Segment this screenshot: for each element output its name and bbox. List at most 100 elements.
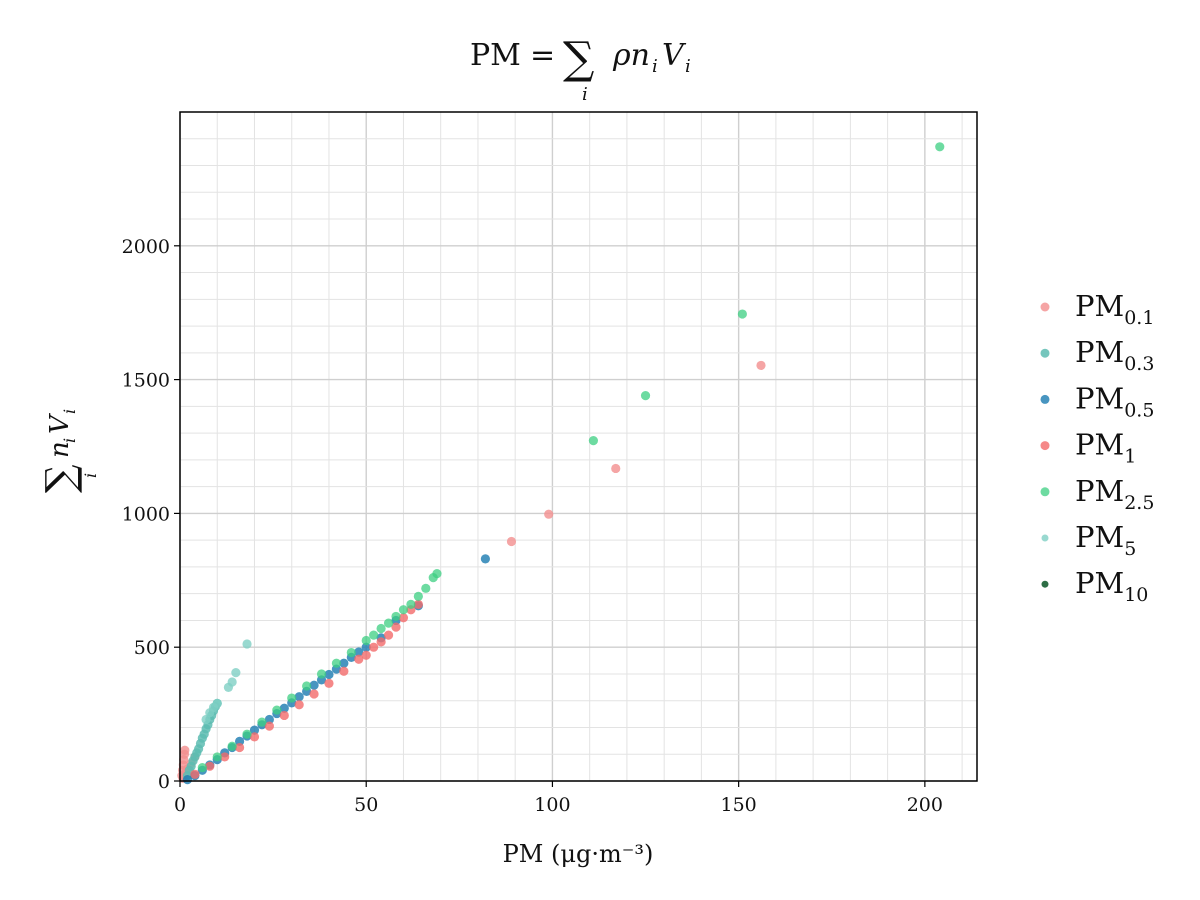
y-tick-label: 0 — [158, 771, 170, 793]
y-axis-label: ∑ i n i V i — [38, 409, 100, 493]
title-term-sub: i — [652, 56, 658, 77]
data-point — [737, 309, 747, 319]
title-var-sub: i — [685, 56, 691, 77]
title-var: V — [662, 38, 687, 73]
title-equals: = — [530, 38, 555, 73]
data-point — [234, 742, 245, 753]
data-point — [242, 729, 252, 739]
legend-item: PM2.5 — [1040, 474, 1154, 514]
legend-item: PM0.5 — [1040, 381, 1154, 421]
legend-label: PM0.5 — [1075, 381, 1154, 421]
data-point — [205, 761, 215, 771]
series-PM2.5 — [197, 142, 945, 773]
data-point — [361, 635, 371, 646]
data-point — [279, 710, 289, 721]
data-point — [376, 623, 386, 634]
ylabel-var-sub: i — [60, 409, 79, 414]
legend-label: PM0.1 — [1075, 289, 1154, 329]
legend-marker — [1040, 441, 1050, 451]
y-tick-label: 500 — [134, 637, 170, 659]
data-points — [177, 142, 945, 785]
data-point — [264, 714, 274, 725]
data-point — [391, 622, 401, 632]
data-point — [242, 639, 252, 649]
ylabel-sum-sign: ∑ — [38, 464, 84, 493]
title-sum-sign: ∑ — [563, 33, 594, 84]
data-point — [279, 703, 289, 713]
ylabel-var: V — [45, 413, 75, 434]
data-point — [324, 669, 334, 680]
data-point — [287, 693, 297, 703]
data-point — [182, 775, 193, 785]
data-point — [227, 677, 237, 687]
data-point — [190, 769, 200, 779]
data-point — [249, 732, 260, 742]
y-tick-label: 1500 — [122, 370, 170, 392]
title-lhs: PM — [470, 38, 521, 73]
data-point — [309, 680, 319, 690]
data-point — [756, 360, 766, 371]
legend-label: PM5 — [1075, 520, 1136, 560]
data-point — [413, 591, 423, 601]
data-point — [935, 142, 945, 152]
data-point — [480, 554, 490, 564]
data-point — [294, 700, 304, 710]
x-tick-label: 0 — [174, 794, 186, 816]
data-point — [354, 647, 364, 657]
data-point — [354, 654, 364, 664]
plot-frame — [179, 111, 978, 782]
data-point — [398, 605, 409, 615]
legend-marker — [1040, 302, 1050, 312]
y-axis: 0 500 1000 1500 2000 — [122, 236, 180, 793]
data-point — [201, 714, 211, 725]
legend-item: PM0.1 — [1040, 289, 1154, 329]
x-axis-label: PM (μg·m⁻³) — [503, 840, 654, 868]
legend-label: PM10 — [1075, 566, 1148, 606]
data-point — [544, 509, 554, 519]
y-tick-label: 2000 — [122, 236, 170, 258]
legend-marker — [1041, 534, 1049, 542]
data-point — [369, 642, 379, 652]
data-point — [294, 692, 304, 702]
data-point — [227, 741, 237, 751]
data-point — [264, 721, 274, 731]
x-axis: 0 50 100 150 200 — [174, 781, 943, 816]
data-point — [506, 536, 517, 547]
title-term: ρn — [612, 38, 650, 73]
x-tick-label: 100 — [534, 794, 570, 816]
legend-marker — [1040, 394, 1050, 404]
data-point — [391, 611, 401, 622]
data-point — [346, 647, 356, 658]
data-point — [383, 618, 394, 628]
data-point — [383, 630, 394, 640]
data-point — [257, 717, 267, 727]
x-tick-label: 150 — [721, 794, 757, 816]
legend-item: PM0.3 — [1040, 335, 1154, 375]
data-point — [413, 599, 423, 609]
data-point — [309, 689, 319, 699]
data-point — [249, 725, 260, 735]
ylabel-term: n — [45, 441, 75, 458]
data-point — [432, 569, 442, 579]
data-point — [339, 666, 349, 676]
data-point — [316, 669, 327, 679]
data-point — [406, 599, 416, 609]
series-PM0.5 — [182, 554, 490, 785]
legend-label: PM1 — [1075, 428, 1136, 468]
data-point — [611, 463, 621, 474]
legend-marker — [1040, 348, 1050, 358]
legend-marker — [1040, 487, 1050, 497]
legend: PM0.1 PM0.3 PM0.5 PM1 PM2.5 PM5 PM10 — [1040, 289, 1154, 606]
y-tick-label: 1000 — [122, 503, 170, 525]
data-point — [339, 658, 349, 668]
legend-item: PM1 — [1040, 428, 1136, 468]
data-point — [272, 705, 282, 715]
data-point — [361, 650, 371, 660]
series-PM5 — [201, 639, 252, 725]
data-point — [369, 630, 379, 640]
x-tick-label: 200 — [907, 794, 943, 816]
chart-title: PM = ∑ i ρn i V i — [470, 33, 691, 105]
data-point — [212, 752, 222, 762]
ylabel-term-sub: i — [60, 438, 79, 443]
legend-item: PM10 — [1041, 566, 1148, 606]
